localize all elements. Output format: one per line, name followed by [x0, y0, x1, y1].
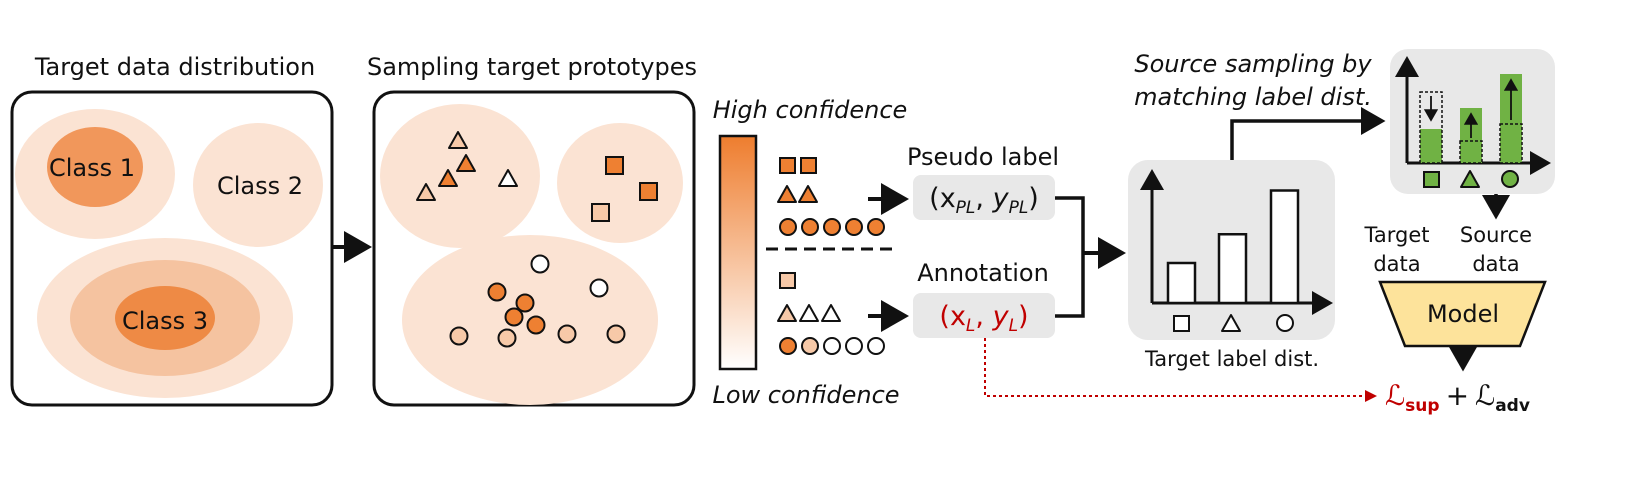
square-marker	[639, 182, 658, 201]
circle-marker	[487, 282, 507, 302]
square-marker	[779, 157, 796, 174]
circle-marker	[449, 326, 469, 346]
square-prototypes	[591, 156, 658, 222]
triangle-marker	[799, 304, 819, 322]
target-dist-bar	[1217, 233, 1248, 305]
source-bar-square	[1420, 129, 1442, 163]
circle-marker	[867, 218, 885, 236]
target-dist-bar	[1166, 261, 1197, 305]
confidence-gradient-bar	[718, 134, 758, 371]
square-icon	[1423, 171, 1440, 188]
annotation-formula: (xL, yL)	[939, 301, 1028, 336]
pseudo-label-title: Pseudo label	[907, 143, 1059, 171]
class1-cluster	[15, 109, 175, 239]
triangle-marker	[416, 183, 436, 201]
target-dist-class-markers	[1173, 314, 1294, 332]
square-marker	[779, 272, 796, 289]
source-sampling-bars	[1419, 74, 1523, 164]
circle-marker	[845, 218, 863, 236]
circle-marker	[497, 328, 517, 348]
circle-marker	[526, 315, 546, 335]
source-sampling-title-line1: Source sampling by	[1134, 50, 1372, 78]
source-bar-triangle-outline	[1459, 140, 1483, 164]
source-bar-square-outline	[1419, 91, 1443, 164]
source-sampling-class-markers	[1423, 170, 1519, 188]
circle-marker	[530, 254, 550, 274]
prototype-blob-triangles	[380, 104, 540, 248]
source-sampling-title-line2: matching label dist.	[1134, 83, 1372, 111]
circle-marker	[801, 337, 819, 355]
circle-icon	[1276, 314, 1294, 332]
circle-marker	[845, 337, 863, 355]
low-confidence-label: Low confidence	[712, 381, 899, 409]
panel2-title: Sampling target prototypes	[367, 53, 697, 81]
circle-marker	[515, 293, 535, 313]
triangle-prototypes	[416, 131, 518, 201]
circle-marker	[779, 218, 797, 236]
target-dist-bars	[1166, 189, 1300, 305]
circle-marker	[801, 218, 819, 236]
square-icon	[1173, 315, 1190, 332]
merge-connector	[1055, 196, 1085, 318]
triangle-marker	[798, 185, 818, 203]
circle-marker	[779, 337, 797, 355]
triangle-marker	[777, 185, 797, 203]
target-data-label-line1: Target	[1364, 223, 1430, 247]
class3-cluster	[37, 238, 293, 398]
model-label: Model	[1427, 300, 1499, 328]
annotation-box	[913, 293, 1055, 338]
triangle-marker	[456, 154, 476, 172]
loss-formula: ℒsup + ℒadv	[1385, 379, 1530, 416]
circle-marker	[867, 337, 885, 355]
triangle-marker	[498, 169, 518, 187]
class3-label: Class 3	[122, 307, 208, 335]
triangle-marker	[821, 304, 841, 322]
square-marker	[800, 157, 817, 174]
triangle-marker	[448, 131, 468, 149]
circle-marker	[823, 218, 841, 236]
class2-cluster	[193, 123, 323, 247]
circle-marker	[606, 324, 626, 344]
arrow-to-source-sampling	[1230, 107, 1386, 160]
source-data-label-line2: data	[1472, 252, 1519, 276]
circle-prototypes	[449, 254, 626, 348]
square-marker	[591, 203, 610, 222]
low-confidence-samples	[777, 272, 885, 355]
circle-icon	[1501, 170, 1519, 188]
target-data-label-line2: data	[1373, 252, 1420, 276]
triangle-marker	[777, 304, 797, 322]
source-data-label-line1: Source	[1460, 223, 1532, 247]
source-bar-circle-outline	[1499, 123, 1523, 164]
annotation-to-loss-dotted-arrow	[984, 338, 1377, 402]
annotation-title: Annotation	[917, 259, 1049, 287]
circle-marker	[557, 324, 577, 344]
circle-marker	[589, 278, 609, 298]
prototype-blob-squares	[557, 123, 683, 243]
pseudo-label-box	[913, 175, 1055, 220]
circle-marker	[504, 307, 524, 327]
high-confidence-samples	[777, 157, 885, 236]
triangle-icon	[1460, 170, 1480, 188]
model-block	[1378, 280, 1547, 348]
class1-label: Class 1	[49, 154, 135, 182]
class2-label: Class 2	[217, 172, 303, 200]
high-confidence-label: High confidence	[713, 96, 908, 124]
triangle-icon	[1221, 314, 1241, 332]
square-marker	[605, 156, 624, 175]
circle-marker	[823, 337, 841, 355]
target-dist-caption: Target label dist.	[1144, 347, 1319, 371]
target-dist-bar	[1269, 189, 1300, 305]
panel1-title: Target data distribution	[34, 53, 315, 81]
triangle-marker	[438, 169, 458, 187]
